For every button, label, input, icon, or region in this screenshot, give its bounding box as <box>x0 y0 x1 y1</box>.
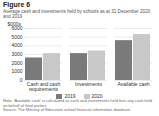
svg-text:1000: 1000 <box>11 69 22 75</box>
svg-text:Cash and cashrequirements: Cash and cashrequirements <box>27 81 61 92</box>
svg-text:4000: 4000 <box>11 43 22 49</box>
html-text:2020: 2020 <box>91 93 103 100</box>
svg-text:2000: 2000 <box>11 60 22 66</box>
svg-text:5000: 5000 <box>11 34 22 40</box>
svg-text:3000: 3000 <box>11 51 22 57</box>
html-text:Average cash and investments h: Average cash and investments held by sch… <box>3 8 151 19</box>
svg-text:$000s: $000s <box>8 21 22 27</box>
svg-text:0: 0 <box>20 77 23 83</box>
svg-text:6000: 6000 <box>11 25 23 32</box>
svg-text:Available cash: Available cash <box>117 81 149 87</box>
html-text:2019: 2019 <box>64 93 76 100</box>
html-text:Note: 'Available cash' is calc: Note: 'Available cash' is calculated as … <box>3 98 152 108</box>
svg-text:Investments: Investments <box>75 81 102 87</box>
html-text:Source: The Ministry of Educat: Source: The Ministry of Education school… <box>3 107 131 113</box>
html-text:Figure 6: Figure 6 <box>3 1 31 8</box>
